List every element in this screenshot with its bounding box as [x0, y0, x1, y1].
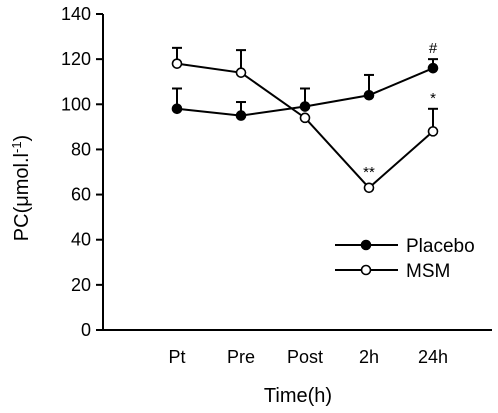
series-line [176, 62, 434, 190]
data-point [363, 182, 375, 194]
data-point [427, 62, 439, 74]
data-point [235, 67, 247, 78]
y-axis-title-close: ) [11, 135, 33, 142]
significance-marker: # [429, 40, 438, 57]
series-layer [171, 46, 439, 194]
axes [102, 14, 492, 331]
data-point [299, 112, 311, 124]
y-tick-label: 80 [71, 139, 91, 159]
data-point [299, 101, 311, 112]
legend-label: Placebo [406, 236, 475, 257]
data-point [427, 126, 439, 137]
series-msm [171, 46, 439, 194]
data-point [171, 103, 183, 115]
y-axis-title-sup: -1 [9, 141, 24, 153]
significance-marker: ** [363, 164, 375, 181]
y-tick-label: 20 [71, 275, 91, 295]
y-tick-label: 40 [71, 230, 91, 250]
data-point [171, 58, 183, 69]
x-tick-label: Pre [227, 347, 255, 367]
y-axis-title-main: PC(μmol.l [11, 153, 33, 241]
series-placebo [171, 58, 439, 121]
x-axis-title: Time(h) [264, 385, 332, 407]
y-tick-label: 60 [71, 185, 91, 205]
y-axis-title: PC(μmol.l-1) [9, 135, 34, 241]
x-ticks: Pt Pre Post 2h 24h [168, 347, 448, 367]
y-tick-label: 100 [61, 94, 91, 114]
x-tick-label: Pt [168, 347, 185, 367]
legend-label: MSM [406, 261, 450, 282]
data-point [363, 89, 375, 101]
legend: Placebo MSM [335, 236, 475, 282]
x-tick-label: 2h [359, 347, 379, 367]
legend-marker [360, 239, 372, 251]
data-point [235, 110, 247, 121]
y-tick-label: 0 [81, 320, 91, 340]
y-ticks: 0 20 40 60 80 100 120 140 [61, 4, 103, 340]
y-tick-label: 140 [61, 4, 91, 24]
significance-marker: * [430, 90, 436, 107]
x-tick-label: 24h [418, 347, 448, 367]
y-tick-label: 120 [61, 49, 91, 69]
x-tick-label: Post [287, 347, 323, 367]
legend-marker [360, 264, 372, 276]
annotations: #*** [363, 40, 438, 181]
